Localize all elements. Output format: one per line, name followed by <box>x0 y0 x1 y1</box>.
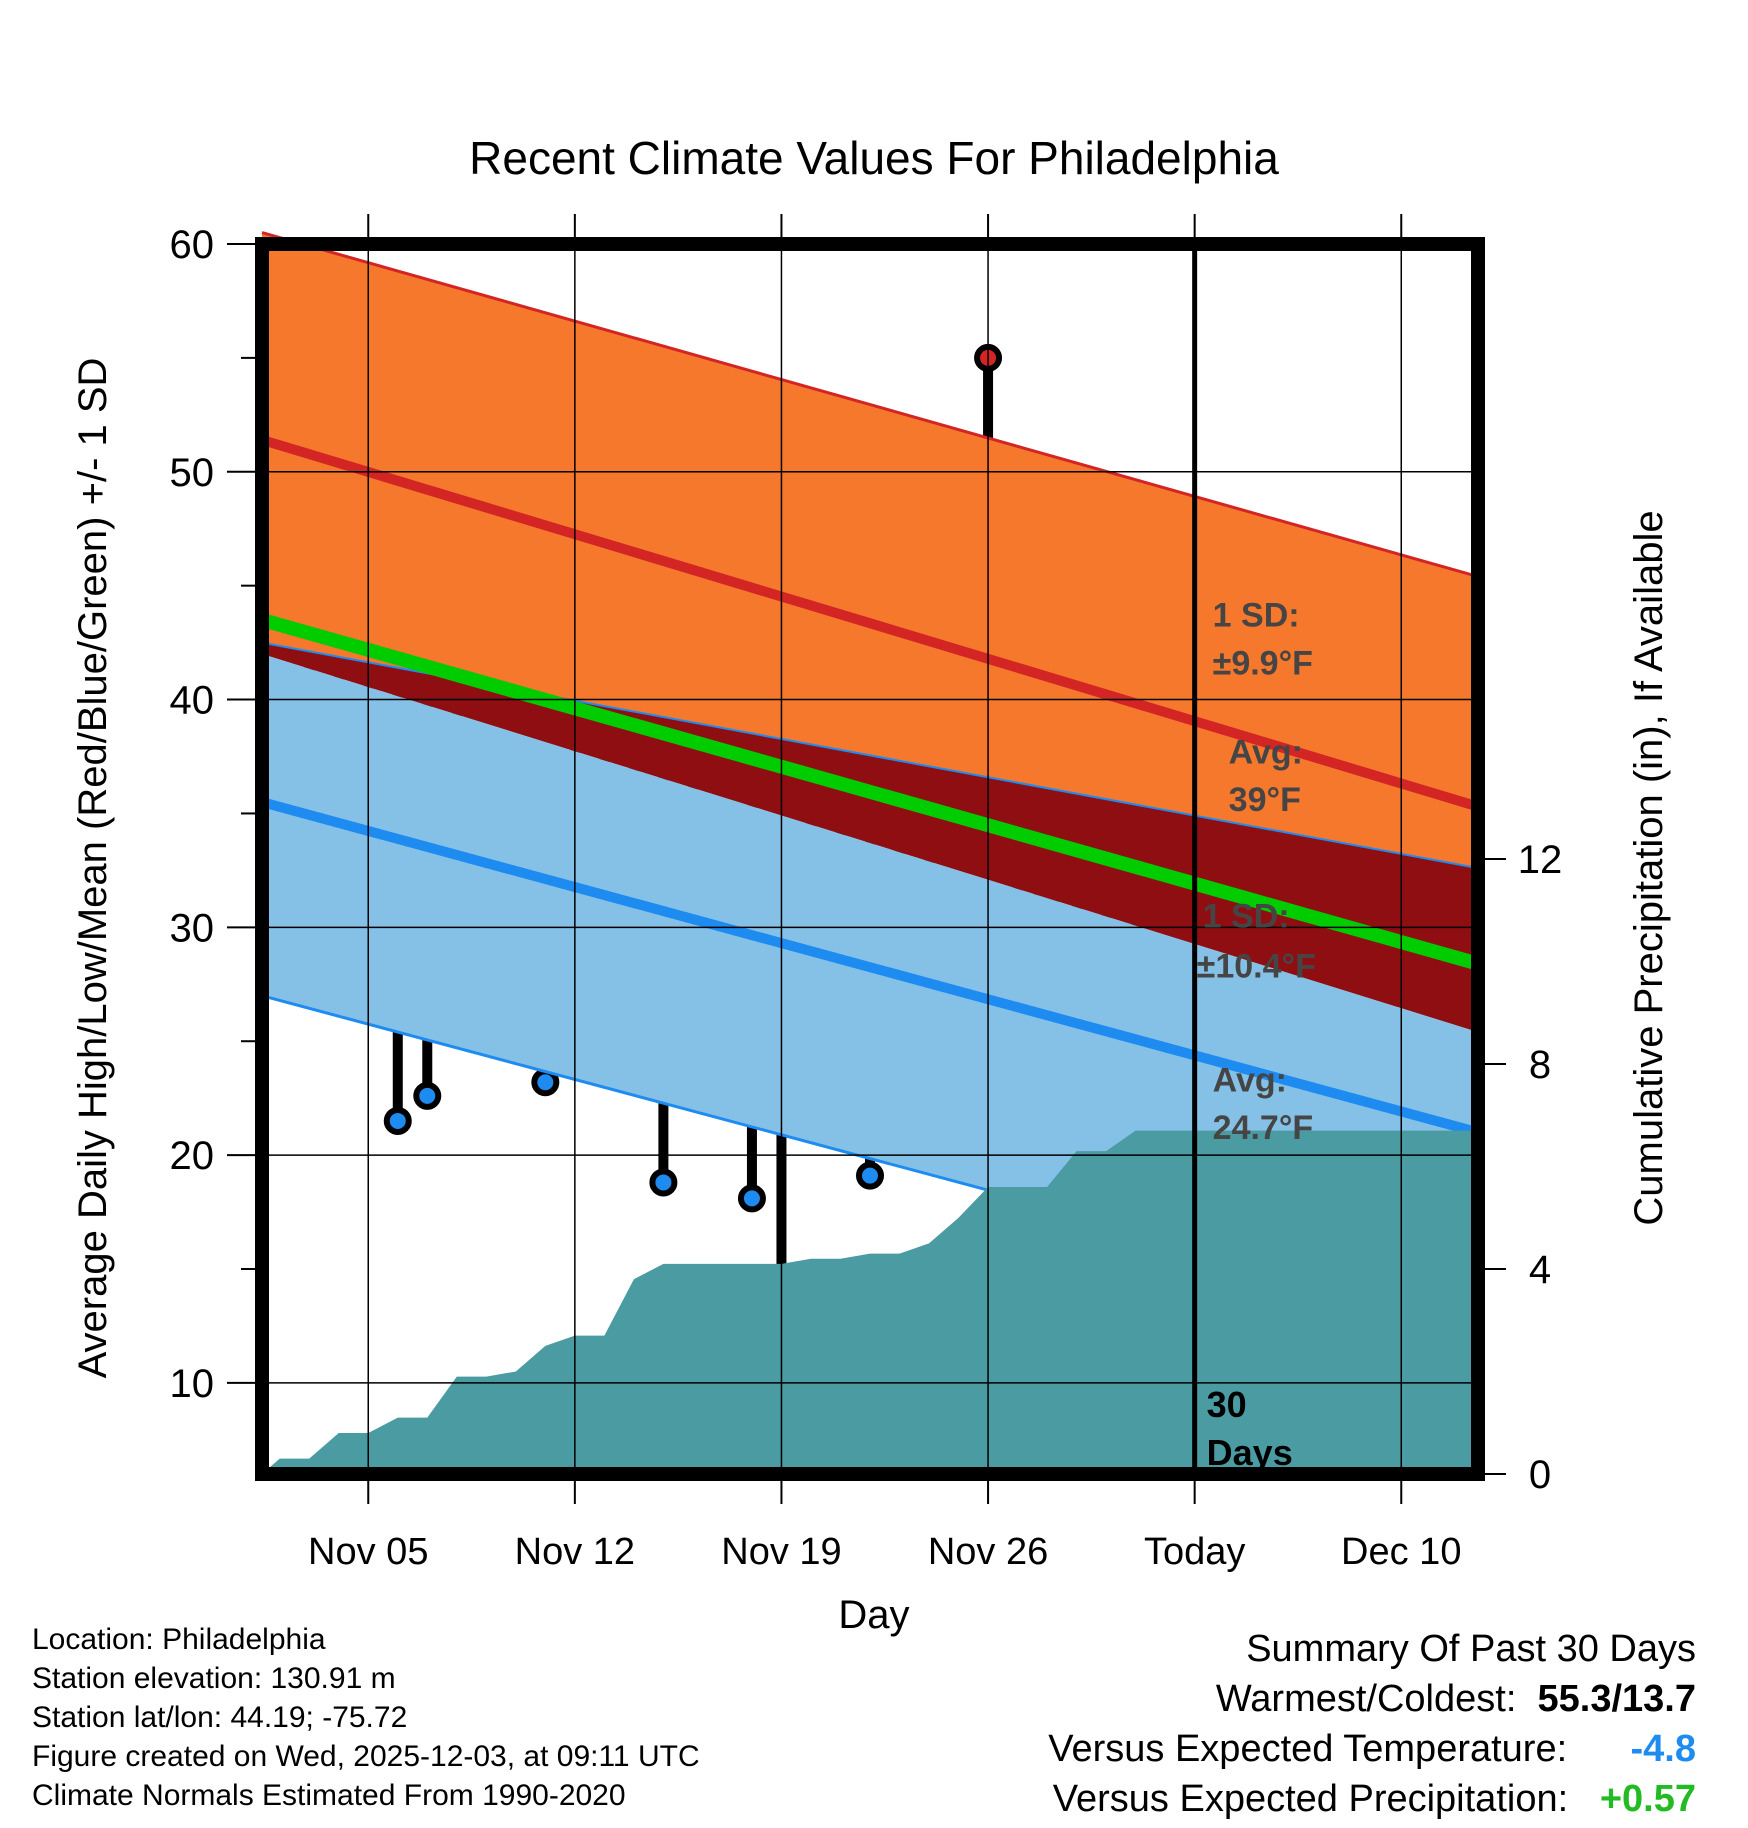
y-tick-label: 60 <box>170 223 215 267</box>
low-sd-label: 1 SD: <box>1203 897 1290 935</box>
y-axis-label: Average Daily High/Low/Mean (Red/Blue/Gr… <box>71 358 115 1379</box>
low-marker <box>413 1081 442 1110</box>
y-tick-label: 30 <box>170 906 215 950</box>
low-sd-value: ±10.4°F <box>1197 947 1316 985</box>
warmest-coldest-row: Warmest/Coldest: 55.3/13.7 <box>1048 1674 1696 1724</box>
station-info: Location: Philadelphia Station elevation… <box>32 1620 700 1815</box>
low-marker <box>649 1168 678 1197</box>
chart-title: Recent Climate Values For Philadelphia <box>469 132 1279 184</box>
high-sd-label: 1 SD: <box>1213 597 1300 635</box>
elevation-text: Station elevation: 130.91 m <box>32 1662 396 1695</box>
y2-tick-label: 8 <box>1529 1043 1551 1087</box>
plot-frame <box>255 237 1485 1481</box>
precip-departure-value: +0.57 <box>1599 1778 1696 1820</box>
warmest-coldest-value: 55.3/13.7 <box>1537 1678 1696 1720</box>
y2-axis-label: Cumulative Precipitation (in), If Availa… <box>1627 510 1671 1225</box>
high-sd-upper-line <box>261 231 1479 578</box>
days-label: Days <box>1207 1432 1293 1473</box>
x-tick-label: Nov 26 <box>928 1531 1048 1573</box>
precip-departure-label: Versus Expected Precipitation: <box>1052 1778 1569 1820</box>
temp-departure-row: Versus Expected Temperature: -4.8 <box>1048 1724 1696 1774</box>
days-count: 30 <box>1207 1384 1247 1425</box>
low-avg-value: 24.7°F <box>1213 1109 1314 1147</box>
low-marker <box>856 1161 884 1190</box>
warmest-coldest-label: Warmest/Coldest: <box>1215 1678 1517 1720</box>
x-tick-label: Nov 12 <box>515 1531 635 1573</box>
low-avg-label: Avg: <box>1213 1061 1287 1099</box>
high-sd-value: ±9.9°F <box>1213 645 1313 683</box>
precip-area <box>262 1130 1478 1474</box>
latlon-text: Station lat/lon: 44.19; -75.72 <box>32 1701 408 1734</box>
x-tick-label: Nov 19 <box>721 1531 841 1573</box>
y2-tick-label: 4 <box>1529 1248 1551 1292</box>
temp-departure-value: -4.8 <box>1630 1728 1696 1770</box>
precip-departure-row: Versus Expected Precipitation: +0.57 <box>1048 1774 1696 1824</box>
y-tick-label: 20 <box>170 1134 215 1178</box>
y-tick-label: 50 <box>170 451 215 495</box>
location-text: Location: Philadelphia <box>32 1623 326 1656</box>
y2-tick-label: 0 <box>1529 1453 1551 1497</box>
temp-departure-label: Versus Expected Temperature: <box>1048 1728 1568 1770</box>
summary-panel: Summary Of Past 30 Days Warmest/Coldest:… <box>1048 1624 1696 1824</box>
y-tick-label: 40 <box>170 679 215 723</box>
x-tick-label: Today <box>1144 1531 1245 1573</box>
high-avg-value: 39°F <box>1229 781 1301 819</box>
high-sd-band <box>262 232 1478 869</box>
y2-tick-label: 12 <box>1518 838 1563 882</box>
x-tick-label: Dec 10 <box>1341 1531 1461 1573</box>
mean-band <box>262 642 1478 1033</box>
low-marker <box>737 1184 766 1213</box>
summary-title: Summary Of Past 30 Days <box>1246 1628 1696 1670</box>
high-avg-label: Avg: <box>1229 733 1303 771</box>
normal-low-line <box>260 797 1480 1138</box>
low-marker <box>383 1106 412 1135</box>
x-tick-label: Nov 05 <box>308 1531 428 1573</box>
normals-text: Climate Normals Estimated From 1990-2020 <box>32 1779 626 1812</box>
x-axis-label: Day <box>838 1593 909 1637</box>
y-tick-label: 10 <box>170 1362 215 1406</box>
normal-high-line <box>260 435 1480 812</box>
created-text: Figure created on Wed, 2025-12-03, at 09… <box>32 1740 700 1773</box>
normal-mean-line <box>260 613 1480 971</box>
plot-area: 1 SD: ±9.9°F Avg: 39°F 1 SD: ±10.4°F Avg: 24.7°… <box>170 214 1563 1573</box>
